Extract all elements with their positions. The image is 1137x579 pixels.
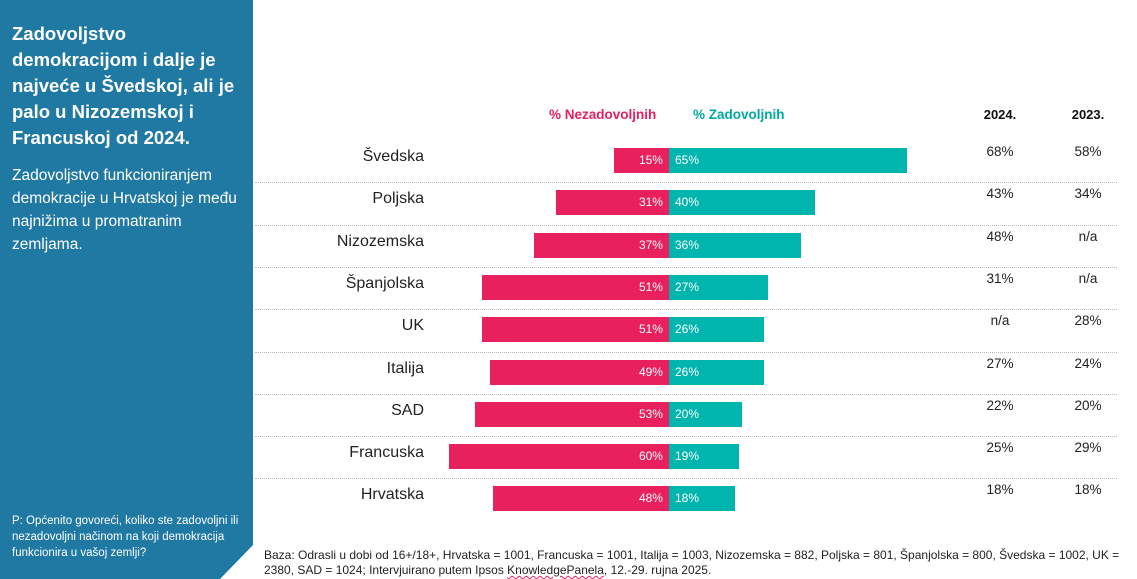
chart-row: Poljska 31% 40% 43% 34%: [255, 182, 1117, 224]
value-2024: 27%: [986, 355, 1014, 371]
country-label: Hrvatska: [360, 486, 424, 504]
country-label: Poljska: [372, 190, 424, 208]
footnote-underlined: KnowledgePanela: [507, 563, 604, 577]
footnote: Baza: Odrasli u dobi od 16+/18+, Hrvatsk…: [264, 548, 1124, 578]
value-2023: n/a: [1078, 228, 1098, 244]
row-divider: [255, 224, 1117, 226]
bar-satisfied: 26%: [669, 359, 765, 385]
headline: Zadovoljstvo demokracijom i dalje je naj…: [12, 23, 235, 148]
value-2024: 31%: [986, 270, 1014, 286]
value-2024: n/a: [990, 313, 1010, 329]
chart-row: Španjolska 51% 27% 31% n/a: [255, 267, 1117, 309]
row-divider: [255, 436, 1117, 438]
bar-dissatisfied: 51%: [482, 317, 669, 343]
row-divider: [255, 309, 1117, 311]
bar-satisfied: 26%: [669, 317, 765, 343]
country-label: Francuska: [349, 444, 424, 462]
value-2023: 24%: [1074, 355, 1102, 371]
country-label: Švedska: [362, 148, 424, 165]
sidebar: Zadovoljstvo demokracijom i dalje je naj…: [0, 0, 253, 579]
legend-satisfied: % Zadovoljnih: [693, 107, 785, 122]
value-2023: 18%: [1074, 482, 1102, 498]
country-label: Nizozemska: [336, 232, 424, 250]
value-2023: 20%: [1074, 397, 1102, 413]
value-2024: 18%: [986, 482, 1014, 498]
value-2023: 29%: [1074, 440, 1102, 456]
survey-question: P: Općenito govoreći, koliko ste zadovol…: [12, 515, 239, 559]
column-header-2024: 2024.: [983, 107, 1017, 122]
value-2024: 48%: [986, 228, 1014, 244]
chart-row: Francuska 60% 19% 25% 29%: [255, 436, 1117, 478]
bar-satisfied: 27%: [669, 274, 768, 300]
chart-row: UK 51% 26% n/a 28%: [255, 309, 1117, 351]
country-label: UK: [401, 317, 424, 335]
value-2024: 25%: [986, 440, 1014, 456]
value-2023: 34%: [1074, 186, 1102, 202]
bar-dissatisfied: 51%: [482, 274, 669, 300]
column-header-2023: 2023.: [1071, 107, 1105, 122]
value-2023: n/a: [1078, 270, 1098, 286]
row-divider: [255, 393, 1117, 395]
value-2024: 43%: [986, 186, 1014, 202]
country-label: SAD: [391, 401, 424, 419]
bar-dissatisfied: 31%: [555, 190, 669, 216]
row-divider: [255, 182, 1117, 184]
row-divider: [255, 266, 1117, 268]
footnote-text: Baza: Odrasli u dobi od 16+/18+, Hrvatsk…: [264, 548, 1120, 577]
chart-row: Hrvatska 48% 18% 18% 18%: [255, 478, 1117, 520]
bar-dissatisfied: 37%: [533, 232, 669, 258]
chart-row: Nizozemska 37% 36% 48% n/a: [255, 225, 1117, 267]
country-label: Italija: [386, 359, 424, 377]
row-divider: [255, 478, 1117, 480]
bar-dissatisfied: 15%: [614, 148, 669, 173]
bar-dissatisfied: 60%: [449, 444, 669, 470]
bar-satisfied: 20%: [669, 401, 743, 427]
value-2024: 22%: [986, 397, 1014, 413]
row-divider: [255, 351, 1117, 353]
chart-row: Italija 49% 26% 27% 24%: [255, 352, 1117, 394]
footnote-tail: , 12.-29. rujna 2025.: [603, 563, 712, 577]
bar-dissatisfied: 49%: [489, 359, 669, 385]
bar-dissatisfied: 53%: [475, 401, 669, 427]
country-label: Španjolska: [345, 274, 424, 292]
bar-satisfied: 19%: [669, 444, 739, 470]
subheadline: Zadovoljstvo funkcioniranjem demokracije…: [12, 167, 237, 253]
legend-dissatisfied: % Nezadovoljnih: [549, 107, 657, 122]
bar-satisfied: 18%: [669, 486, 735, 512]
value-2023: 28%: [1074, 313, 1102, 329]
value-2023: 58%: [1074, 144, 1102, 159]
bar-satisfied: 40%: [669, 190, 816, 216]
bar-satisfied: 65%: [669, 148, 907, 173]
bar-dissatisfied: 48%: [493, 486, 669, 512]
bar-satisfied: 36%: [669, 232, 801, 258]
chart-row: SAD 53% 20% 22% 20%: [255, 394, 1117, 436]
value-2024: 68%: [986, 144, 1014, 159]
chart-row: Švedska 15% 65% 68% 58%: [255, 140, 1117, 182]
